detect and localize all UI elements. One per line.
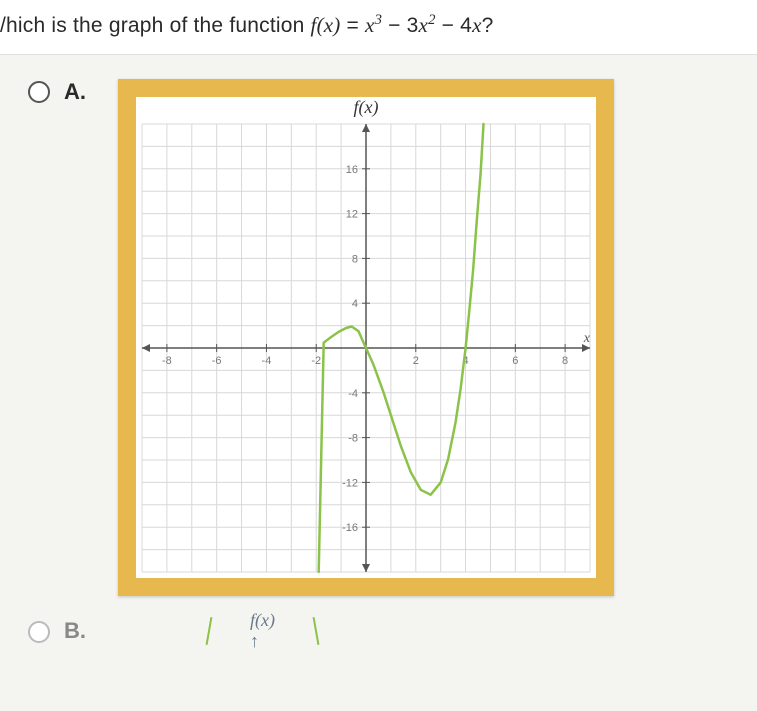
chart-a-svg: x-8-6-4-22468161284-4-8-12-16	[136, 118, 596, 578]
svg-text:8: 8	[352, 253, 358, 265]
svg-text:-8: -8	[162, 355, 172, 367]
q-m1: −	[382, 14, 407, 37]
q-t3c: 4	[460, 14, 472, 37]
stub-line-right	[313, 617, 320, 645]
option-b-stub-text: f(x) ↑	[250, 610, 275, 652]
svg-text:-8: -8	[348, 433, 358, 445]
question-text: /hich is the graph of the function f(x) …	[0, 14, 493, 37]
q-t2e: 2	[428, 12, 436, 28]
q-t1e: 3	[375, 12, 383, 28]
q-t2b: x	[419, 13, 429, 37]
option-b-stub: f(x) ↑	[208, 610, 317, 652]
option-b[interactable]: B. f(x) ↑	[28, 610, 757, 652]
svg-text:x: x	[583, 331, 591, 346]
svg-text:6: 6	[512, 355, 518, 367]
q-prefix: /hich is the graph of the function	[0, 14, 311, 37]
svg-text:-16: -16	[342, 522, 358, 534]
svg-text:4: 4	[352, 298, 358, 310]
chart-a-ylabel: f(x)	[136, 97, 596, 118]
svg-text:-12: -12	[342, 477, 358, 489]
q-t2c: 3	[407, 14, 419, 37]
svg-text:-4: -4	[262, 355, 272, 367]
stub-fx: f(x)	[250, 610, 275, 630]
option-a-label: A.	[64, 79, 94, 105]
option-a[interactable]: A. f(x) x-8-6-4-22468161284-4-8-12-16	[28, 79, 757, 596]
svg-text:16: 16	[346, 164, 358, 176]
q-qm: ?	[482, 14, 494, 37]
svg-text:-4: -4	[348, 388, 358, 400]
radio-b[interactable]	[28, 621, 50, 643]
svg-text:2: 2	[413, 355, 419, 367]
q-eq: =	[340, 14, 365, 37]
question-bar: /hich is the graph of the function f(x) …	[0, 0, 757, 55]
chart-a-frame: f(x) x-8-6-4-22468161284-4-8-12-16	[118, 79, 614, 596]
q-t1b: x	[365, 13, 375, 37]
chart-a: f(x) x-8-6-4-22468161284-4-8-12-16	[136, 97, 596, 578]
svg-text:12: 12	[346, 209, 358, 221]
answers-area: A. f(x) x-8-6-4-22468161284-4-8-12-16 B.…	[0, 55, 757, 652]
svg-text:-6: -6	[212, 355, 222, 367]
q-lhs: f(x)	[311, 13, 341, 37]
q-m2: −	[436, 14, 461, 37]
radio-a[interactable]	[28, 81, 50, 103]
svg-text:-2: -2	[311, 355, 321, 367]
stub-arrow: ↑	[250, 631, 259, 651]
option-b-label: B.	[64, 618, 94, 644]
svg-text:8: 8	[562, 355, 568, 367]
q-t3v: x	[472, 13, 482, 37]
stub-line-left	[206, 617, 213, 645]
